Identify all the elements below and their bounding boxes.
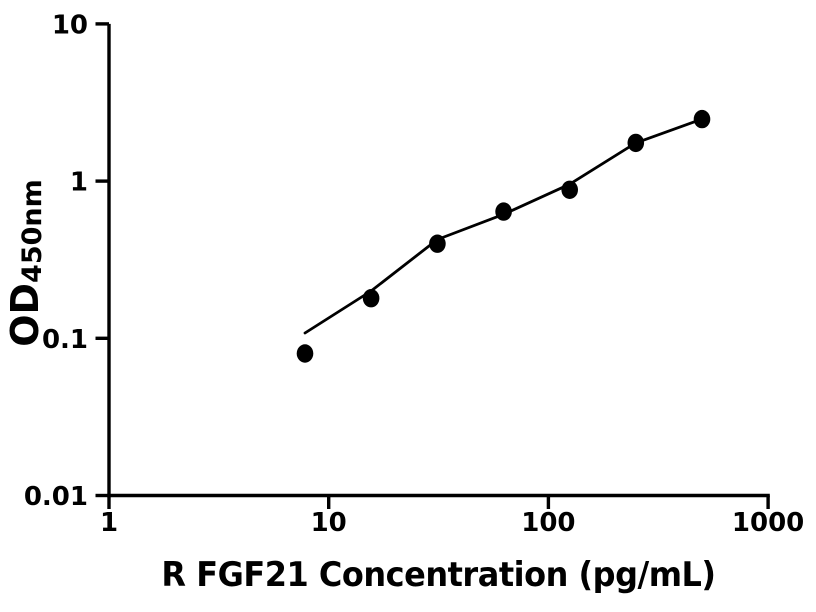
x-tick-label-100: 100 <box>521 508 575 538</box>
x-tick-label-10: 10 <box>311 508 347 538</box>
x-tick-label-1000: 1000 <box>732 508 804 538</box>
data-point-1 <box>296 344 314 363</box>
y-tick-label-0.01: 0.01 <box>24 482 88 512</box>
y-tick-label-0.1: 0.1 <box>42 325 88 355</box>
data-point-3 <box>429 234 446 253</box>
x-tick-label-1: 1 <box>100 508 118 538</box>
x-axis-title: R FGF21 Concentration (pg/mL) <box>161 555 716 595</box>
y-tick-label-10: 10 <box>52 10 88 40</box>
y-tick-label-1: 1 <box>70 168 88 198</box>
data-point-2 <box>362 289 380 308</box>
data-point-7 <box>693 109 711 129</box>
data-point-5 <box>561 180 578 199</box>
data-point-4 <box>495 202 512 221</box>
data-point-6 <box>627 133 645 153</box>
